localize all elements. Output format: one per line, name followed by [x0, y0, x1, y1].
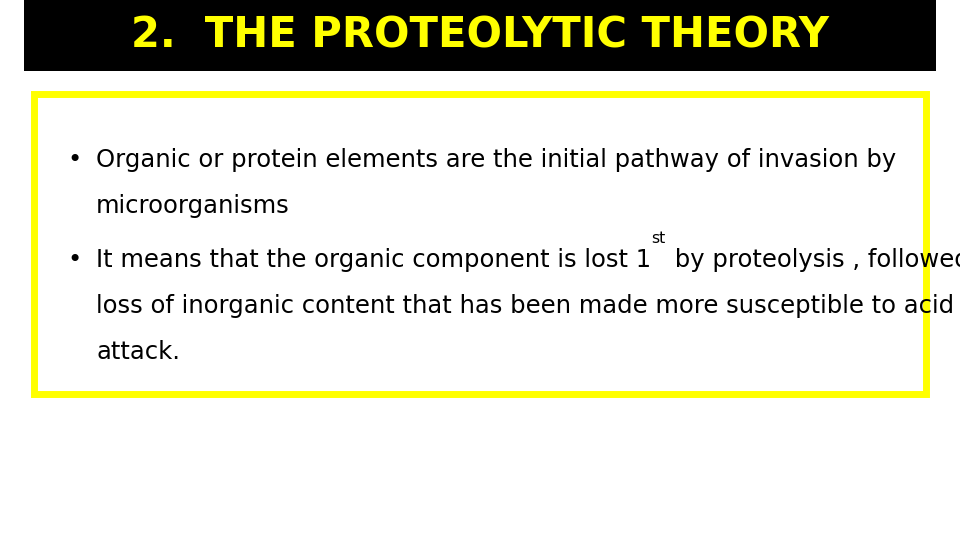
Text: by proteolysis , followed by: by proteolysis , followed by [667, 248, 960, 272]
Text: It means that the organic component is lost 1: It means that the organic component is l… [96, 248, 651, 272]
Text: attack.: attack. [96, 340, 180, 364]
FancyBboxPatch shape [34, 94, 926, 394]
Text: •: • [67, 248, 82, 272]
Text: loss of inorganic content that has been made more susceptible to acid: loss of inorganic content that has been … [96, 294, 954, 318]
Text: microorganisms: microorganisms [96, 194, 290, 218]
Bar [24, 0, 936, 71]
Text: Organic or protein elements are the initial pathway of invasion by: Organic or protein elements are the init… [96, 148, 897, 172]
Text: •: • [67, 148, 82, 172]
Text: It means that the organic component is lost 1: It means that the organic component is l… [96, 248, 651, 272]
Text: 2.  THE PROTEOLYTIC THEORY: 2. THE PROTEOLYTIC THEORY [131, 15, 829, 57]
Text: st: st [651, 231, 665, 246]
